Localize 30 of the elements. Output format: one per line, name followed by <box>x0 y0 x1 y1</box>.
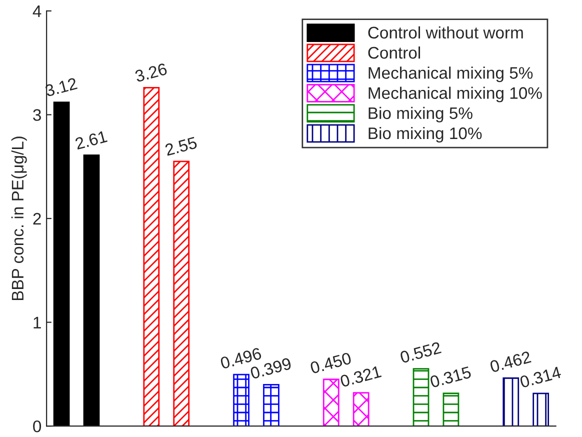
bar <box>143 87 160 426</box>
data-label: 0.315 <box>430 366 472 388</box>
legend-label: Bio mixing 10% <box>368 126 482 143</box>
bar <box>173 160 190 426</box>
y-tick-label: 0 <box>33 420 42 432</box>
bar <box>352 392 370 426</box>
data-label: 2.61 <box>74 130 108 150</box>
y-axis-title: BBP conc. in PE(μg/L) <box>11 136 27 300</box>
bar <box>83 154 100 426</box>
y-tick-label: 1 <box>34 316 41 328</box>
data-label: 0.552 <box>400 342 442 364</box>
legend-label: Bio mixing 5% <box>368 106 472 122</box>
bar <box>412 368 430 426</box>
y-tick-label: 2 <box>33 212 41 225</box>
data-label: 3.26 <box>134 62 168 82</box>
bar <box>263 384 280 426</box>
bar <box>442 392 460 426</box>
bar <box>532 392 550 426</box>
bar <box>233 374 250 426</box>
y-tick-label: 4 <box>32 6 42 17</box>
bar <box>53 102 70 426</box>
data-label: 2.55 <box>164 136 198 156</box>
legend-label: Mechanical mixing 10% <box>368 86 542 102</box>
legend-label: Control without worm <box>368 26 523 39</box>
data-label: 3.12 <box>44 77 78 97</box>
legend-label: Control <box>368 46 420 59</box>
legend-label: Mechanical mixing 5% <box>368 66 533 82</box>
y-tick-label: 3 <box>33 109 41 121</box>
bar <box>502 377 520 426</box>
bar <box>322 378 340 426</box>
